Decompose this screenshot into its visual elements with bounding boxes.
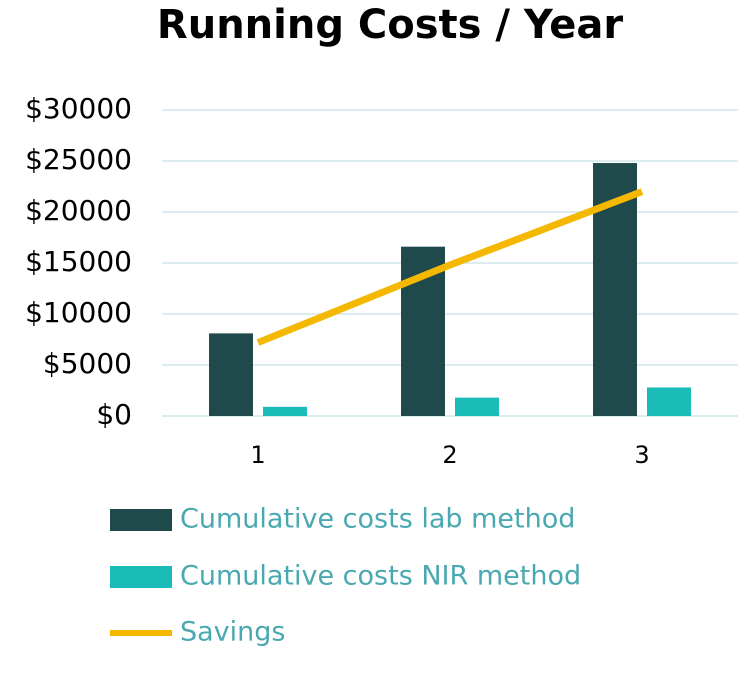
x-tick-label: 3	[634, 441, 649, 469]
y-tick-label: $25000	[25, 143, 132, 176]
x-tick-label: 1	[250, 441, 265, 469]
bar	[647, 387, 691, 416]
y-tick-label: $30000	[25, 92, 132, 125]
bar	[209, 333, 253, 416]
savings-line	[256, 188, 644, 346]
chart-title: Running Costs / Year	[157, 2, 623, 48]
legend-label: Cumulative costs NIR method	[180, 561, 581, 592]
legend-swatch	[110, 509, 172, 531]
bar	[455, 397, 499, 416]
legend-label: Cumulative costs lab method	[180, 504, 575, 535]
y-tick-label: $20000	[25, 194, 132, 227]
legend-label: Savings	[180, 617, 285, 648]
y-tick-label: $5000	[43, 347, 132, 380]
y-tick-label: $0	[96, 398, 132, 431]
y-tick-label: $15000	[25, 245, 132, 278]
bar	[263, 406, 307, 416]
y-tick-label: $10000	[25, 296, 132, 329]
x-tick-label: 2	[442, 441, 457, 469]
legend-swatch	[110, 566, 172, 588]
